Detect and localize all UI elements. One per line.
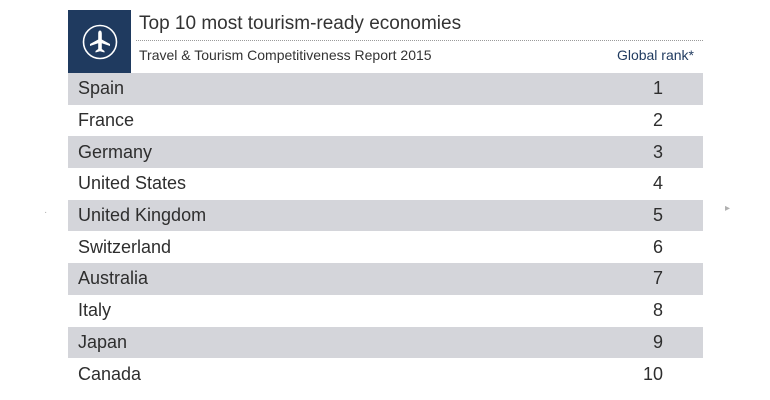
ranking-table: Spain 1 France 2 Germany 3 United States 4 Unite… [68,73,703,390]
logo-box [68,10,131,73]
airplane-icon [82,24,117,59]
table-row: Germany 3 [68,136,703,169]
country-name: Spain [78,78,125,99]
card-header: Top 10 most tourism-ready economies Trav… [68,10,703,73]
column-header-global-rank: Global rank* [616,47,694,63]
rank-value: 6 [652,236,663,257]
edge-arrow-mark: ▸ [725,203,731,214]
table-row: Canada 10 [68,358,703,390]
edge-tick-mark: · [44,207,48,218]
country-name: Canada [78,363,142,384]
rank-value: 5 [652,205,663,226]
table-row: United States 4 [68,168,703,200]
country-name: United States [78,173,187,194]
table-row: France 2 [68,104,703,137]
country-name: Australia [78,268,149,289]
rank-value: 9 [652,331,663,352]
rank-value: 10 [642,363,663,384]
table-row: United Kingdom 5 [68,199,703,232]
country-name: United Kingdom [78,205,207,226]
chart-title: Top 10 most tourism-ready economies [139,13,462,34]
ranking-card: Top 10 most tourism-ready economies Trav… [68,10,703,390]
title-divider [136,40,703,41]
rank-value: 7 [652,268,663,289]
table-row: Switzerland 6 [68,231,703,264]
table-row: Spain 1 [68,73,703,105]
rank-value: 1 [652,78,663,99]
rank-value: 8 [652,300,663,321]
rank-value: 4 [652,173,663,194]
rank-value: 3 [652,141,663,162]
table-row: Australia 7 [68,263,703,295]
table-row: Italy 8 [68,294,703,327]
country-name: Japan [78,331,128,352]
rank-value: 2 [652,110,663,131]
country-name: France [78,110,135,131]
country-name: Germany [78,141,153,162]
country-name: Switzerland [78,236,172,257]
country-name: Italy [78,300,112,321]
chart-subtitle: Travel & Tourism Competitiveness Report … [139,47,432,63]
table-row: Japan 9 [68,326,703,359]
